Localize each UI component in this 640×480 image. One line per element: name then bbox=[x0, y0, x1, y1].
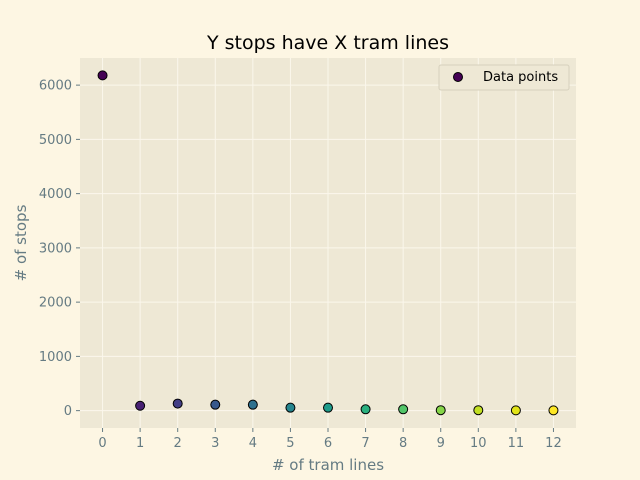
x-tick-label: 4 bbox=[249, 436, 257, 451]
y-tick-label: 2000 bbox=[39, 296, 72, 311]
data-point bbox=[510, 405, 521, 416]
x-tick-label: 5 bbox=[286, 436, 294, 451]
x-axis-label: # of tram lines bbox=[272, 456, 384, 474]
y-axis-ticks: 0 1000 2000 3000 4000 5000 6000 bbox=[39, 79, 80, 419]
y-tick-label: 6000 bbox=[39, 79, 72, 94]
data-point bbox=[323, 402, 333, 413]
y-axis-label: # of stops bbox=[12, 204, 30, 281]
data-point bbox=[435, 405, 446, 416]
y-tick-label: 4000 bbox=[39, 187, 72, 202]
data-point bbox=[285, 402, 296, 413]
x-tick-label: 1 bbox=[136, 436, 144, 451]
data-point bbox=[172, 398, 183, 409]
x-tick-label: 2 bbox=[174, 436, 182, 451]
data-point bbox=[247, 399, 258, 410]
x-tick-label: 3 bbox=[211, 436, 219, 451]
x-tick-label: 7 bbox=[361, 436, 369, 451]
x-tick-label: 9 bbox=[437, 436, 445, 451]
data-point bbox=[473, 405, 484, 416]
x-tick-label: 12 bbox=[545, 436, 562, 451]
legend-marker bbox=[453, 72, 463, 82]
grid bbox=[80, 58, 576, 428]
legend: Data points bbox=[438, 64, 570, 91]
y-tick-label: 0 bbox=[64, 404, 72, 419]
data-point bbox=[360, 404, 371, 415]
y-tick-label: 1000 bbox=[39, 350, 72, 365]
x-tick-label: 8 bbox=[399, 436, 407, 451]
chart-title: Y stops have X tram lines bbox=[206, 32, 449, 54]
y-tick-label: 3000 bbox=[39, 241, 72, 256]
legend-label: Data points bbox=[483, 70, 558, 85]
data-point bbox=[210, 399, 221, 410]
x-tick-label: 0 bbox=[98, 436, 106, 451]
x-tick-label: 10 bbox=[470, 436, 487, 451]
x-tick-label: 11 bbox=[508, 436, 525, 451]
data-points bbox=[97, 70, 559, 416]
y-tick-label: 5000 bbox=[39, 133, 72, 148]
legend-box bbox=[438, 64, 570, 91]
data-point bbox=[548, 405, 559, 416]
x-axis-ticks: 0 1 2 3 4 5 6 7 8 9 10 11 12 bbox=[98, 428, 562, 451]
data-point bbox=[398, 404, 409, 415]
data-point bbox=[97, 70, 108, 81]
x-tick-label: 6 bbox=[324, 436, 332, 451]
data-point bbox=[135, 400, 146, 411]
